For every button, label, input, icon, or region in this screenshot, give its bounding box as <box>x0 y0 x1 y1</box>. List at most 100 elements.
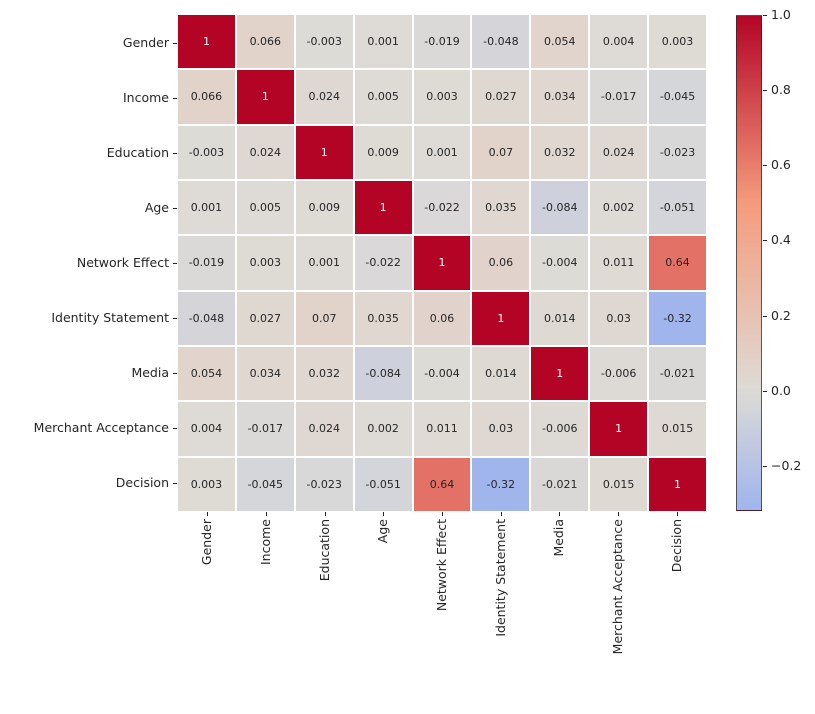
x-tick-label: Age <box>354 519 413 699</box>
heatmap-cell: 0.64 <box>413 457 471 511</box>
heatmap-cell: 0.003 <box>236 236 294 290</box>
heatmap-cell: 1 <box>295 125 353 179</box>
y-tick-mark <box>173 42 177 44</box>
heatmap-grid: 1 0.066 -0.003 0.001 -0.019 -0.048 0.054 0.004 0… <box>178 15 706 511</box>
x-tick-label: Media <box>530 519 589 699</box>
colorbar-tick-label: 0.4 <box>771 232 791 248</box>
colorbar-tick-label: 0.8 <box>771 82 791 98</box>
heatmap-cell: 0.014 <box>472 346 530 401</box>
heatmap-cell: 0.015 <box>590 457 648 511</box>
y-tick-label: Network Effect <box>76 255 169 270</box>
heatmap-cell: 0.003 <box>649 15 706 69</box>
heatmap-cell: 0.001 <box>413 125 471 179</box>
heatmap-cell: -0.004 <box>531 236 589 290</box>
heatmap-cell: 0.015 <box>649 402 706 456</box>
heatmap-cell: 0.027 <box>472 70 530 124</box>
heatmap-cell: -0.003 <box>178 125 235 179</box>
x-tick-label: Decision <box>647 519 706 699</box>
heatmap-cell: -0.021 <box>531 457 589 511</box>
x-tick-mark <box>324 512 326 516</box>
heatmap-cell: 0.066 <box>236 15 294 69</box>
heatmap-cell: -0.048 <box>472 15 530 69</box>
x-tick-mark <box>266 512 267 516</box>
heatmap-cell: -0.019 <box>413 15 471 69</box>
heatmap-cell: 1 <box>531 346 589 401</box>
heatmap-cell: 0.009 <box>354 125 412 179</box>
heatmap-cell: 0.024 <box>295 70 353 124</box>
heatmap-cell: 0.07 <box>472 125 530 179</box>
heatmap-cell: 1 <box>236 70 294 124</box>
heatmap-cell: -0.051 <box>649 180 706 235</box>
heatmap-cell: 0.002 <box>590 180 648 235</box>
x-tick-mark <box>618 512 619 516</box>
colorbar-tick-label: 0.0 <box>771 382 791 398</box>
x-tick-label: Income <box>237 519 296 699</box>
heatmap-cell: -0.051 <box>354 457 412 511</box>
heatmap-cell: 0.054 <box>531 15 589 69</box>
heatmap-cell: -0.022 <box>413 180 471 235</box>
heatmap-cell: -0.023 <box>649 125 706 179</box>
x-tick-label: Identity Statement <box>471 519 530 699</box>
heatmap-cell: 0.003 <box>178 457 235 511</box>
heatmap-cell: -0.023 <box>295 457 353 511</box>
x-tick-label-text: Education <box>316 519 332 582</box>
heatmap-cell: 0.001 <box>295 236 353 290</box>
colorbar-tick-label: 0.6 <box>771 157 791 173</box>
heatmap-cell: -0.045 <box>649 70 706 124</box>
heatmap-cell: 0.024 <box>590 125 648 179</box>
heatmap-cell: 0.06 <box>472 236 530 290</box>
heatmap-cell: 0.004 <box>178 402 235 456</box>
heatmap-cell: -0.003 <box>295 15 353 69</box>
heatmap-cell: 1 <box>178 15 235 69</box>
x-tick-label-text: Income <box>257 519 273 565</box>
y-tick-label: Age <box>144 199 169 215</box>
heatmap-cell: 1 <box>590 402 648 456</box>
y-tick-label: Gender <box>122 34 169 50</box>
colorbar-tick-mark <box>763 390 767 392</box>
colorbar-tick-mark <box>763 165 767 167</box>
heatmap-cell: 0.06 <box>413 291 471 345</box>
colorbar-tick-mark <box>763 90 767 92</box>
heatmap-cell: 1 <box>649 457 706 511</box>
colorbar-tick-mark <box>763 15 767 16</box>
y-tick-mark <box>173 428 177 430</box>
x-tick-label: Education <box>295 519 354 699</box>
y-tick-label: Merchant Acceptance <box>33 420 169 436</box>
heatmap-cell: 0.001 <box>354 15 412 69</box>
heatmap-cell: 1 <box>472 291 530 345</box>
x-tick-mark <box>500 512 502 516</box>
colorbar-tick-label: 1.0 <box>771 7 791 22</box>
heatmap-cell: 0.032 <box>295 346 353 401</box>
heatmap-cell: 0.024 <box>295 402 353 456</box>
x-tick-label-text: Media <box>551 519 567 557</box>
heatmap-cell: -0.021 <box>649 346 706 401</box>
x-tick-label: Gender <box>178 519 237 699</box>
x-tick-mark <box>676 512 678 516</box>
x-tick-label: Merchant Acceptance <box>589 519 648 699</box>
heatmap-cell: 0.004 <box>590 15 648 69</box>
heatmap-cell: 0.001 <box>178 180 235 235</box>
y-tick-label: Media <box>131 365 169 381</box>
y-tick-mark <box>173 263 177 264</box>
heatmap-cell: 0.005 <box>354 70 412 124</box>
heatmap-cell: 1 <box>354 180 412 235</box>
heatmap-cell: -0.006 <box>531 402 589 456</box>
colorbar-tick-label: 0.2 <box>771 307 791 323</box>
heatmap-cell: 0.032 <box>531 125 589 179</box>
heatmap-cell: 0.003 <box>413 70 471 124</box>
heatmap-cell: 0.64 <box>649 236 706 290</box>
x-tick-label-text: Identity Statement <box>492 519 508 637</box>
x-tick-mark <box>559 512 561 516</box>
heatmap-cell: 0.07 <box>295 291 353 345</box>
y-tick-label: Income <box>123 89 169 105</box>
heatmap-cell: -0.017 <box>590 70 648 124</box>
heatmap-cell: -0.022 <box>354 236 412 290</box>
heatmap-cell: 0.03 <box>472 402 530 456</box>
y-tick-label: Education <box>106 144 169 160</box>
heatmap-cell: -0.004 <box>413 346 471 401</box>
y-tick-label: Identity Statement <box>51 310 169 326</box>
x-tick-label-text: Decision <box>668 519 684 573</box>
x-tick-mark <box>383 512 385 516</box>
heatmap-cell: 0.034 <box>531 70 589 124</box>
